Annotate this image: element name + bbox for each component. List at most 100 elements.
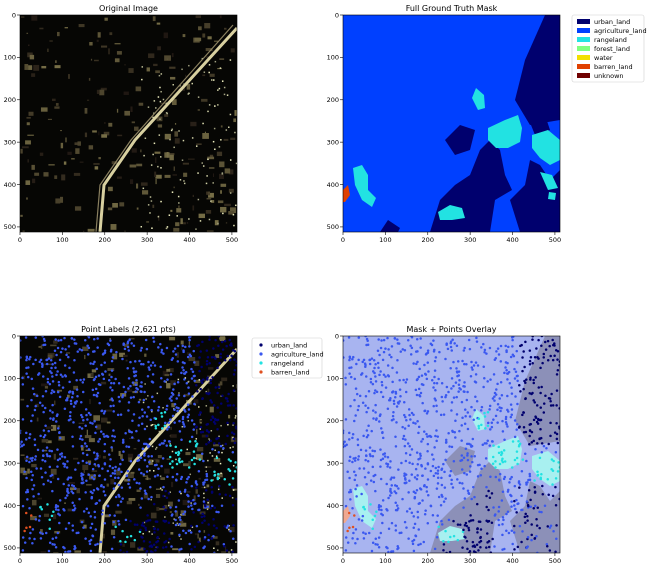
urban-land-point <box>195 486 198 489</box>
agriculture-land-point <box>380 508 383 512</box>
agriculture-land-point <box>410 346 414 350</box>
agriculture-land-point <box>175 397 178 400</box>
agriculture-land-point <box>370 429 373 433</box>
agriculture-land-point <box>379 465 382 468</box>
agriculture-land-point <box>131 419 134 423</box>
image-texture <box>229 59 232 61</box>
agriculture-land-point <box>148 437 152 441</box>
urban-land-point <box>154 549 157 552</box>
image-texture <box>151 410 153 413</box>
urban-land-point <box>530 392 533 396</box>
agriculture-land-point <box>379 390 383 394</box>
agriculture-land-point <box>173 402 177 406</box>
image-texture <box>213 173 215 178</box>
image-texture <box>140 225 143 228</box>
agriculture-land-point <box>28 358 31 361</box>
agriculture-land-point <box>71 390 75 394</box>
agriculture-land-point <box>437 377 440 381</box>
image-texture <box>205 182 208 185</box>
agriculture-land-point <box>68 390 72 393</box>
urban-land-point <box>208 361 211 365</box>
agriculture-land-point <box>357 455 360 458</box>
agriculture-land-point <box>200 452 204 456</box>
agriculture-land-point <box>86 418 89 421</box>
agriculture-land-point <box>421 474 424 478</box>
agriculture-land-point <box>56 465 59 468</box>
image-texture <box>130 471 135 474</box>
image-texture <box>78 422 85 424</box>
agriculture-land-point <box>458 481 462 485</box>
image-texture <box>35 403 39 408</box>
agriculture-land-point <box>56 477 60 481</box>
agriculture-land-point <box>415 393 419 397</box>
agriculture-land-point <box>92 393 96 397</box>
agriculture-land-point <box>352 457 355 460</box>
image-texture <box>31 164 35 170</box>
rangeland-point <box>447 540 450 544</box>
image-texture <box>83 468 86 474</box>
agriculture-land-point <box>180 371 183 375</box>
image-texture <box>229 447 232 449</box>
image-texture <box>76 488 80 494</box>
agriculture-land-point <box>143 390 146 394</box>
agriculture-land-point <box>482 342 485 346</box>
agriculture-land-point <box>502 477 506 481</box>
agriculture-land-point <box>55 353 58 357</box>
agriculture-land-point <box>66 478 70 481</box>
agriculture-land-point <box>31 414 34 417</box>
agriculture-land-point <box>171 414 175 418</box>
urban-land-point <box>205 442 208 446</box>
image-texture <box>170 532 174 535</box>
y-tick-label: 500 <box>4 544 16 552</box>
x-tick-label: 500 <box>549 557 561 565</box>
agriculture-land-point <box>187 392 191 395</box>
image-texture <box>53 340 58 344</box>
agriculture-land-point <box>395 484 399 488</box>
agriculture-land-point <box>525 546 528 550</box>
agriculture-land-point <box>92 362 95 366</box>
agriculture-land-point <box>174 510 177 513</box>
agriculture-land-point <box>103 442 107 446</box>
image-texture <box>200 420 203 423</box>
image-texture <box>54 400 56 406</box>
agriculture-land-point <box>51 489 54 493</box>
agriculture-land-point <box>176 344 180 348</box>
image-texture <box>217 488 220 491</box>
agriculture-land-point <box>496 402 500 406</box>
image-texture <box>221 173 224 175</box>
y-tick-label: 200 <box>4 417 16 425</box>
image-texture <box>217 68 222 70</box>
rangeland-point <box>39 505 42 509</box>
urban-land-point <box>490 492 494 495</box>
agriculture-land-point <box>25 459 28 462</box>
agriculture-land-point <box>42 410 45 414</box>
image-texture <box>110 478 115 485</box>
agriculture-land-point <box>127 445 131 449</box>
agriculture-land-point <box>63 364 67 367</box>
urban-land-point <box>218 361 221 365</box>
agriculture-land-point <box>361 360 364 364</box>
image-texture <box>228 551 230 553</box>
agriculture-land-point <box>482 365 485 368</box>
agriculture-land-point <box>94 425 98 429</box>
rangeland-point <box>195 443 198 447</box>
agriculture-land-point <box>159 385 162 389</box>
agriculture-land-point <box>143 427 147 431</box>
agriculture-land-point <box>192 428 195 431</box>
image-texture <box>219 462 222 465</box>
agriculture-land-point <box>408 453 412 457</box>
urban-land-point <box>233 368 237 372</box>
agriculture-land-point <box>122 450 125 453</box>
urban-land-point <box>465 524 469 528</box>
agriculture-land-point <box>138 416 141 419</box>
agriculture-land-point <box>379 477 383 481</box>
agriculture-land-point <box>479 474 483 477</box>
urban-land-point <box>133 523 137 526</box>
agriculture-land-point <box>106 504 110 508</box>
image-texture <box>194 533 198 536</box>
urban-land-point <box>471 518 475 522</box>
image-texture <box>202 74 206 77</box>
agriculture-land-point <box>419 542 422 546</box>
urban-land-point <box>210 486 213 489</box>
x-tick-label: 0 <box>18 236 22 244</box>
